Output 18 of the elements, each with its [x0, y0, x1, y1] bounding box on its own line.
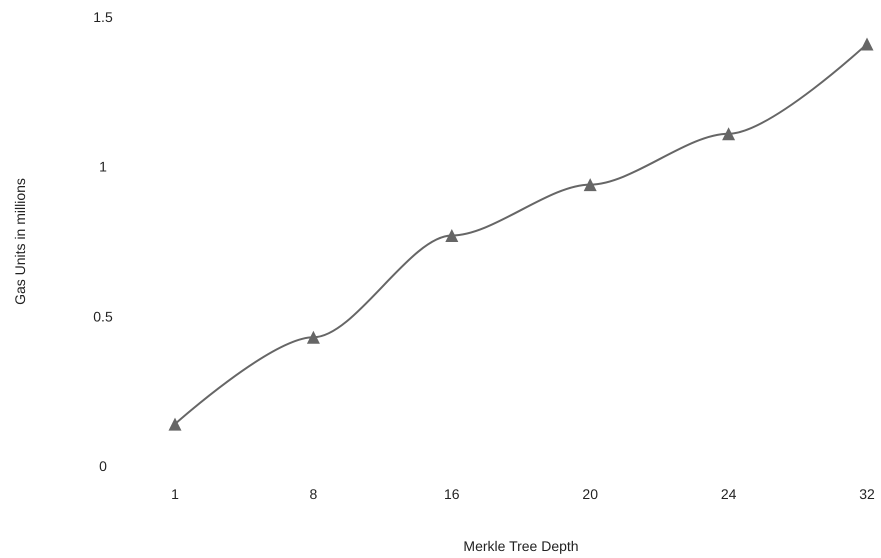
point [584, 178, 597, 192]
y-tick-label: 0.5 [93, 308, 113, 324]
x-tick-label: 32 [859, 486, 875, 502]
x-tick-label: 1 [171, 486, 180, 502]
x-tick-label: 20 [582, 486, 598, 502]
point [168, 418, 182, 431]
y-tick-label: 1 [99, 158, 108, 175]
x-tick-label: 8 [310, 486, 318, 502]
point [306, 330, 320, 344]
y-tick-label: 1.5 [93, 9, 113, 25]
y-tick-label: 0 [99, 458, 108, 474]
y-axis-title: Gas Units in millions [12, 178, 28, 305]
x-tick-label: 24 [720, 486, 737, 502]
x-tick-label: 16 [444, 486, 460, 502]
x-axis-title: Merkle Tree Depth [463, 538, 579, 554]
point [445, 229, 458, 242]
point [860, 37, 874, 50]
point [722, 127, 736, 140]
